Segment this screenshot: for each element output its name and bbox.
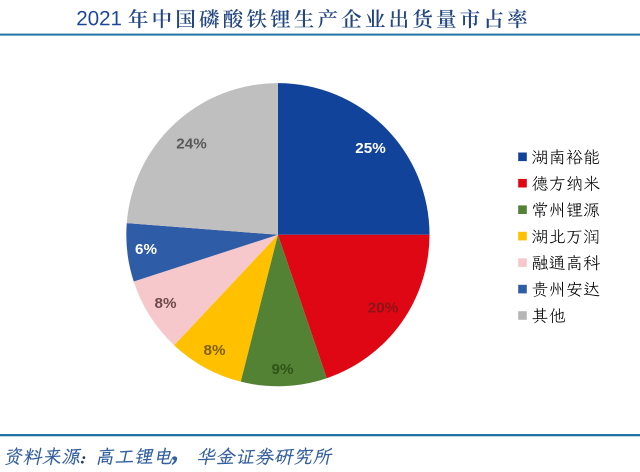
svg-text:8%: 8% (155, 295, 177, 312)
svg-text:20%: 20% (368, 300, 399, 317)
svg-text:9%: 9% (272, 361, 294, 378)
svg-text:25%: 25% (355, 140, 386, 157)
svg-text:24%: 24% (176, 136, 207, 153)
svg-text:8%: 8% (204, 342, 226, 359)
svg-text:6%: 6% (135, 241, 157, 258)
